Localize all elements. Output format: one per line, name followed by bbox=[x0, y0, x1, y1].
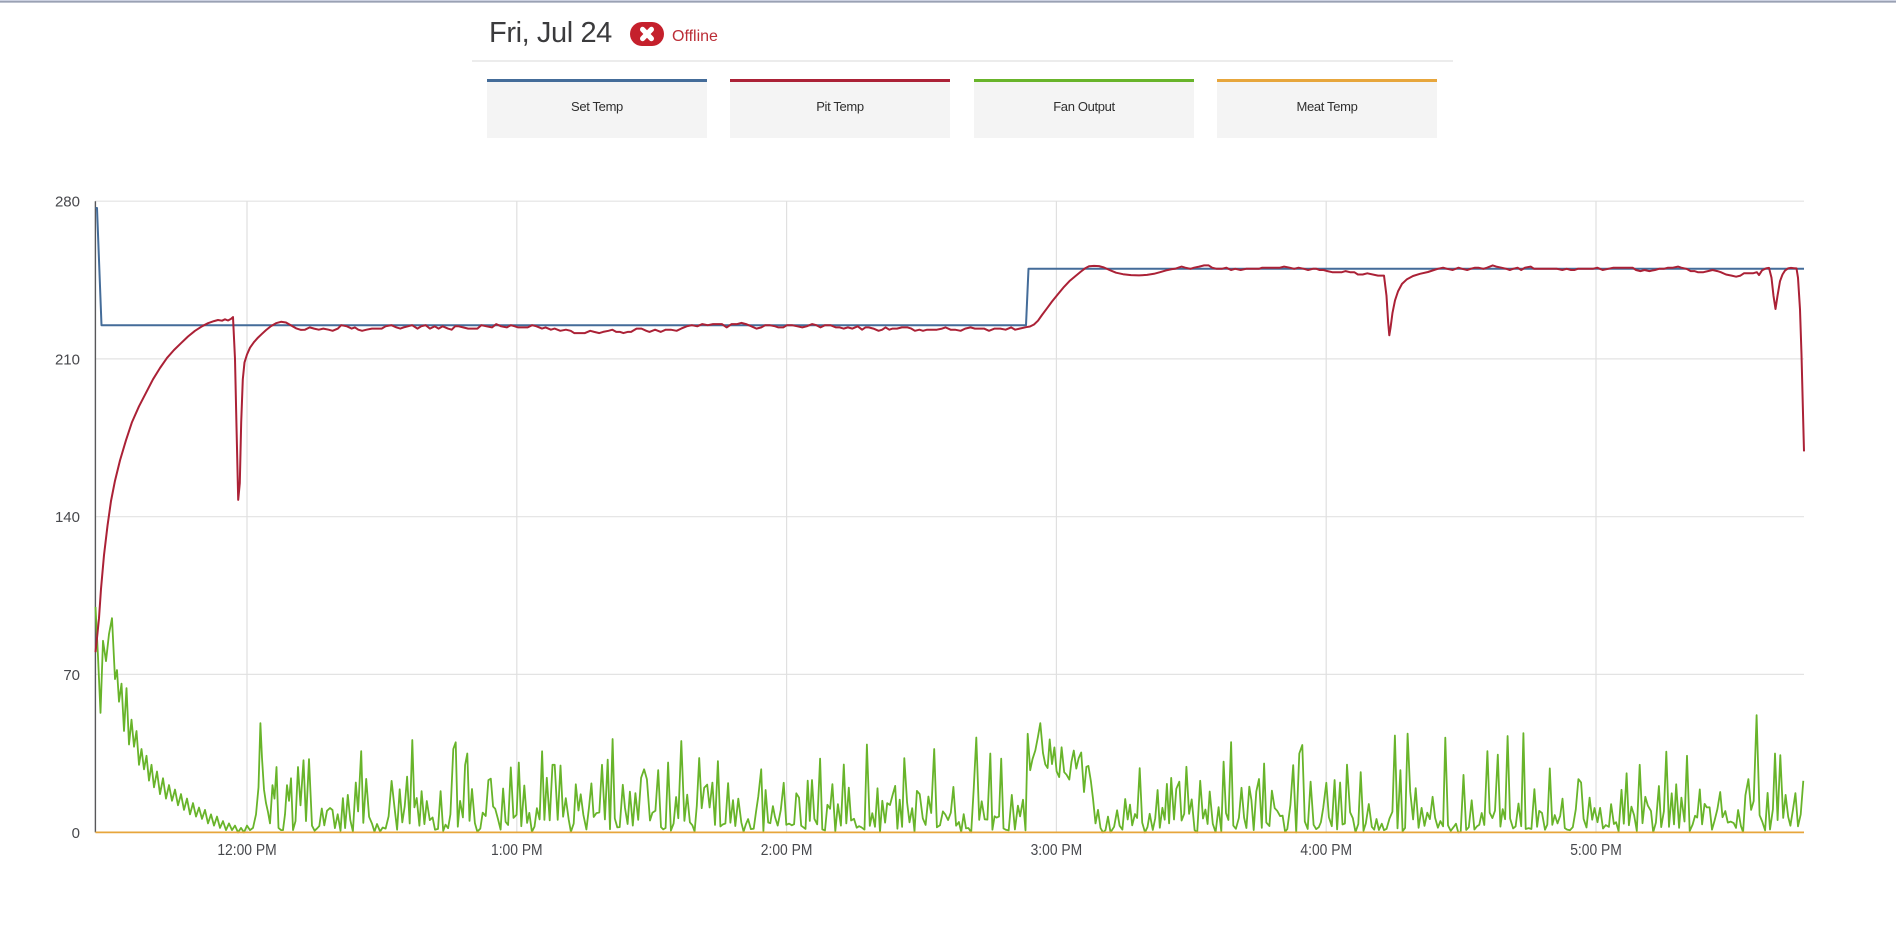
svg-text:12:00 PM: 12:00 PM bbox=[217, 842, 276, 859]
svg-text:210: 210 bbox=[55, 351, 80, 368]
svg-text:140: 140 bbox=[55, 509, 80, 526]
svg-text:2:00 PM: 2:00 PM bbox=[761, 842, 813, 859]
svg-text:280: 280 bbox=[55, 194, 80, 211]
svg-text:1:00 PM: 1:00 PM bbox=[491, 842, 543, 859]
svg-text:5:00 PM: 5:00 PM bbox=[1570, 842, 1622, 859]
svg-text:3:00 PM: 3:00 PM bbox=[1031, 842, 1083, 859]
svg-text:70: 70 bbox=[63, 667, 80, 684]
svg-text:4:00 PM: 4:00 PM bbox=[1300, 842, 1352, 859]
svg-text:0: 0 bbox=[72, 825, 80, 842]
